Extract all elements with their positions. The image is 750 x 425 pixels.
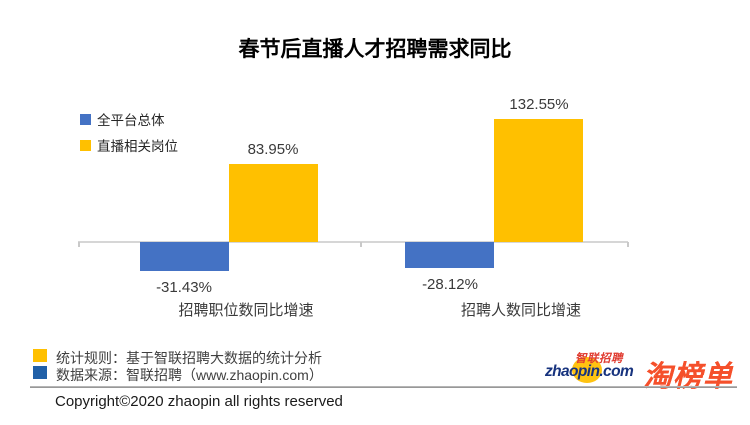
legend-label: 全平台总体 bbox=[97, 113, 165, 128]
value-label: -31.43% bbox=[156, 279, 212, 296]
value-label: 132.55% bbox=[509, 96, 569, 113]
x-axis-line bbox=[78, 241, 628, 243]
zhaopin-logo-dot-icon bbox=[572, 357, 602, 383]
zhaopin-logo-en-text: zhaopin.com bbox=[545, 363, 634, 380]
footer-separator-line bbox=[30, 386, 737, 388]
zhaopin-logo-cn-text: 智联招聘 bbox=[575, 353, 623, 365]
legend-swatch-yellow-icon bbox=[80, 139, 91, 151]
chart-title: 春节后直播人才招聘需求同比 bbox=[238, 38, 512, 61]
axis-tick bbox=[78, 242, 80, 247]
note-bullet-blue-icon bbox=[33, 366, 47, 379]
taobangdan-logo: 淘榜单 bbox=[643, 361, 734, 393]
axis-tick bbox=[627, 242, 629, 247]
axis-tick bbox=[360, 242, 362, 247]
legend-item-all-platform: 全平台总体 bbox=[80, 106, 178, 132]
copyright-text: Copyright©2020 zhaopin all rights reserv… bbox=[55, 393, 343, 410]
value-label: -28.12% bbox=[422, 276, 478, 293]
bar-livestream-headcount bbox=[494, 119, 583, 242]
footer-note-source: 数据来源：智联招聘（www.zhaopin.com） bbox=[33, 365, 323, 385]
legend-item-livestream: 直播相关岗位 bbox=[80, 132, 178, 158]
note-bullet-yellow-icon bbox=[33, 349, 47, 362]
category-label-headcount: 招聘人数同比增速 bbox=[460, 302, 581, 319]
footer-note-rule: 统计规则：基于智联招聘大数据的统计分析 bbox=[33, 348, 322, 368]
chart-legend: 全平台总体 直播相关岗位 bbox=[80, 106, 178, 158]
legend-label: 直播相关岗位 bbox=[97, 139, 178, 154]
value-label: 83.95% bbox=[247, 141, 299, 158]
category-label-jobs: 招聘职位数同比增速 bbox=[178, 302, 314, 319]
bar-all-platform-jobs bbox=[140, 242, 229, 271]
legend-swatch-blue-icon bbox=[80, 113, 91, 125]
zhaopin-logo: 智联招聘 zhaopin.com bbox=[545, 351, 640, 385]
bar-all-platform-headcount bbox=[405, 242, 494, 268]
note-text: 数据来源：智联招聘（www.zhaopin.com） bbox=[56, 367, 323, 383]
note-text: 统计规则：基于智联招聘大数据的统计分析 bbox=[56, 350, 322, 366]
bar-livestream-jobs bbox=[229, 164, 318, 242]
